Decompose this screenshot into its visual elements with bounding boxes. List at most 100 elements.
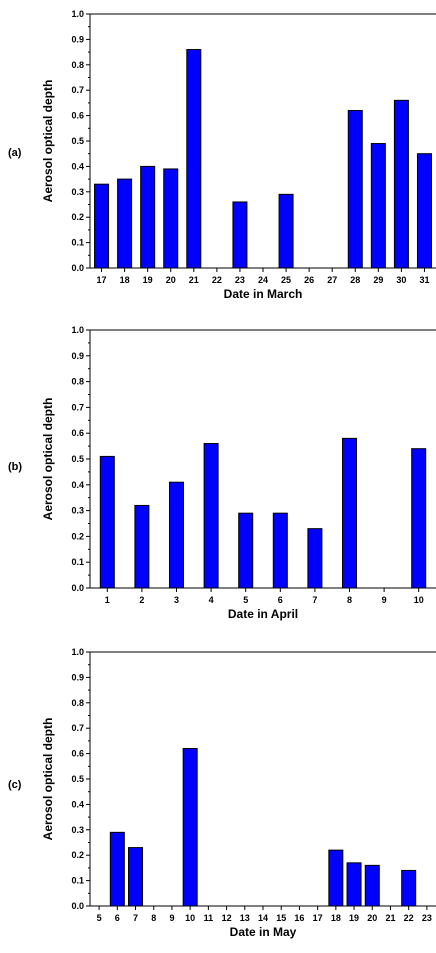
x-tick-label: 3 <box>174 595 179 605</box>
y-tick-label: 0.3 <box>71 825 84 835</box>
y-tick-label: 0.5 <box>71 454 84 464</box>
bar-18 <box>328 849 344 907</box>
x-tick-label: 22 <box>404 913 414 923</box>
y-tick-label: 0.4 <box>71 799 84 809</box>
y-tick-label: 0.6 <box>71 428 84 438</box>
x-tick-label: 16 <box>294 913 304 923</box>
bar-3 <box>169 481 184 589</box>
x-axis-label: Date in March <box>224 287 303 301</box>
chart-panel-2: 0.0 0.1 0.2 0.3 0.4 0.5 0.6 0.7 0.8 0.9 1.0 1 2 3 4 5 6 7… <box>8 325 436 621</box>
y-tick-label: 0.3 <box>71 506 84 516</box>
x-tick-label: 24 <box>258 275 268 285</box>
y-tick-label: 0.5 <box>71 136 84 146</box>
panel-label: (b) <box>8 461 22 473</box>
bar-10 <box>411 448 427 589</box>
x-tick-label: 13 <box>240 913 250 923</box>
y-tick-label: 0.2 <box>71 212 84 222</box>
bar-2 <box>134 504 150 589</box>
y-tick-label: 0.1 <box>71 557 84 567</box>
x-tick-label: 31 <box>419 275 429 285</box>
x-tick-label: 28 <box>350 275 360 285</box>
panel-label: (a) <box>8 147 22 159</box>
x-tick-label: 19 <box>349 913 359 923</box>
bar-6 <box>109 831 125 907</box>
bar-28 <box>347 110 363 269</box>
y-tick-label: 0.8 <box>71 377 84 387</box>
y-tick-label: 0.0 <box>71 901 84 911</box>
bar-5 <box>238 512 254 589</box>
bar-1 <box>99 455 115 589</box>
x-tick-label: 17 <box>97 275 107 285</box>
x-tick-label: 22 <box>212 275 222 285</box>
x-tick-label: 25 <box>281 275 291 285</box>
y-tick-label: 0.3 <box>71 187 84 197</box>
x-tick-label: 11 <box>204 913 214 923</box>
y-tick-label: 0.8 <box>71 60 84 70</box>
bar-29 <box>370 143 386 269</box>
bar-19 <box>346 862 362 907</box>
bar-30 <box>393 99 409 269</box>
y-tick-label: 0.5 <box>71 774 84 784</box>
bar-20 <box>364 864 380 907</box>
y-tick-label: 0.1 <box>71 238 84 248</box>
bar-7 <box>307 528 323 589</box>
y-tick-label: 0.8 <box>71 698 84 708</box>
bar-31 <box>416 153 432 269</box>
x-tick-label: 8 <box>151 913 156 923</box>
y-tick-label: 0.7 <box>71 723 84 733</box>
bar-22 <box>401 869 417 907</box>
y-axis-label: Aerosol optical depth <box>41 718 55 841</box>
x-tick-label: 18 <box>120 275 130 285</box>
x-tick-label: 21 <box>385 913 395 923</box>
bar-21 <box>186 49 202 269</box>
x-tick-label: 7 <box>312 595 317 605</box>
y-axis-label: Aerosol optical depth <box>41 80 55 203</box>
x-tick-label: 20 <box>367 913 377 923</box>
bar-4 <box>203 443 219 589</box>
y-tick-label: 0.2 <box>71 531 84 541</box>
x-tick-label: 30 <box>396 275 406 285</box>
y-tick-label: 1.0 <box>71 647 84 657</box>
x-tick-label: 8 <box>347 595 352 605</box>
chart-panel-3: 0.0 0.1 0.2 0.3 0.4 0.5 0.6 0.7 0.8 0.9 1.0 5 6 7 8 9 10… <box>8 647 436 939</box>
x-tick-label: 5 <box>243 595 248 605</box>
y-tick-label: 0.9 <box>71 672 84 682</box>
x-tick-label: 2 <box>139 595 144 605</box>
bar-6 <box>272 512 288 589</box>
chart-panel-1: 0.0 0.1 0.2 0.3 0.4 0.5 0.6 0.7 0.8 0.9 1.0 17 18 19 2… <box>8 9 436 301</box>
x-tick-label: 21 <box>189 275 199 285</box>
y-tick-label: 1.0 <box>71 9 84 19</box>
bar-10 <box>182 748 198 907</box>
x-tick-label: 29 <box>373 275 383 285</box>
x-tick-label: 7 <box>133 913 138 923</box>
x-tick-label: 23 <box>235 275 245 285</box>
y-tick-label: 0.6 <box>71 111 84 121</box>
y-tick-label: 0.0 <box>71 583 84 593</box>
x-tick-label: 27 <box>327 275 337 285</box>
x-tick-label: 9 <box>382 595 387 605</box>
y-tick-label: 0.4 <box>71 480 84 490</box>
x-tick-label: 6 <box>115 913 120 923</box>
y-tick-label: 0.7 <box>71 402 84 412</box>
x-tick-label: 15 <box>276 913 286 923</box>
bar-23 <box>232 201 248 269</box>
y-axis-label: Aerosol optical depth <box>41 398 55 521</box>
x-tick-label: 5 <box>97 913 102 923</box>
bar-18 <box>117 178 133 269</box>
x-axis-label: Date in April <box>228 607 298 621</box>
bar-19 <box>140 165 156 269</box>
y-tick-label: 0.2 <box>71 850 84 860</box>
x-tick-label: 17 <box>313 913 323 923</box>
bar-17 <box>94 183 110 269</box>
x-tick-label: 9 <box>169 913 174 923</box>
x-axis-label: Date in May <box>230 925 297 939</box>
bar-7 <box>128 847 144 907</box>
x-tick-label: 12 <box>222 913 232 923</box>
y-tick-label: 0.1 <box>71 876 84 886</box>
y-tick-label: 0.9 <box>71 351 84 361</box>
x-tick-label: 6 <box>278 595 283 605</box>
y-tick-label: 1.0 <box>71 325 84 335</box>
y-tick-label: 0.7 <box>71 85 84 95</box>
bar-20 <box>163 168 179 269</box>
